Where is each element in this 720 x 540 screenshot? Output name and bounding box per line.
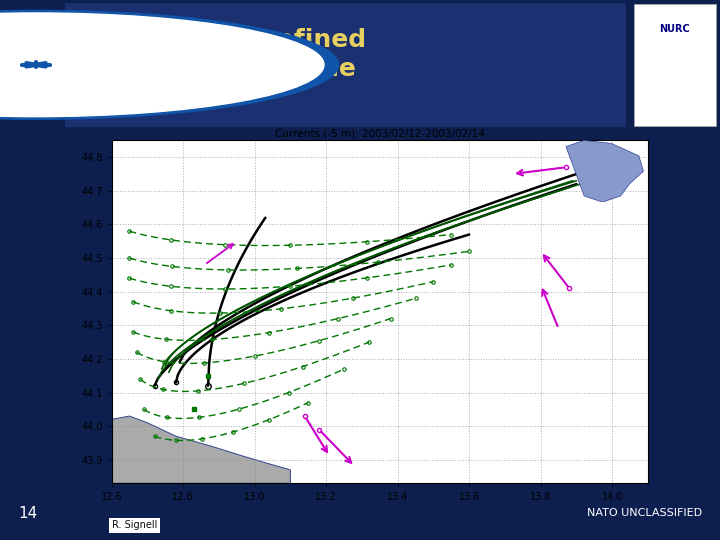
- Circle shape: [0, 13, 324, 117]
- Text: R. Signell: R. Signell: [112, 521, 157, 530]
- Title: Currents (-5 m): 2003/02/12-2003/02/14: Currents (-5 m): 2003/02/12-2003/02/14: [275, 128, 485, 138]
- Text: 14: 14: [18, 506, 37, 521]
- Text: NATO UNCLASSIFIED: NATO UNCLASSIFIED: [587, 508, 702, 518]
- FancyBboxPatch shape: [634, 4, 716, 126]
- Polygon shape: [112, 416, 290, 483]
- Text: NURC: NURC: [660, 24, 690, 33]
- FancyBboxPatch shape: [65, 3, 626, 127]
- Text: Standard vs refined
turbulence scheme: Standard vs refined turbulence scheme: [86, 28, 366, 82]
- Circle shape: [0, 10, 338, 119]
